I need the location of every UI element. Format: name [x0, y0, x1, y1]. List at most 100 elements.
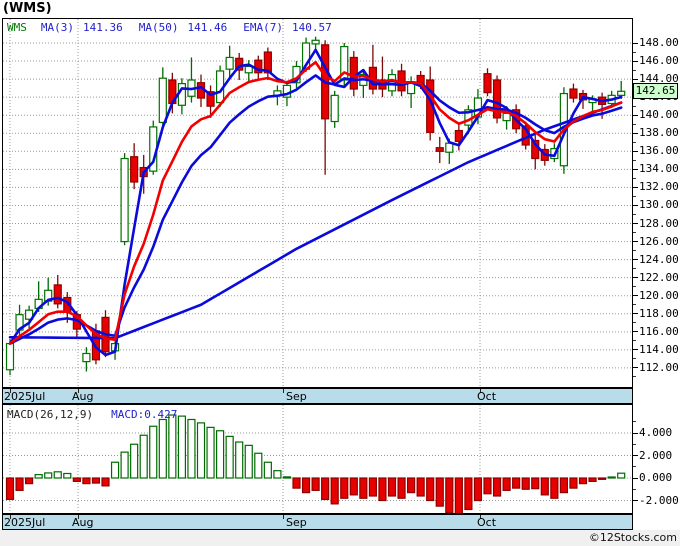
- macd-tick-label: -2.000: [639, 493, 679, 507]
- macd-bar: [149, 425, 158, 479]
- month-label: 2025Jul: [4, 390, 46, 403]
- macd-bar: [454, 477, 463, 513]
- macd-bar: [282, 476, 292, 479]
- macd-bar: [225, 435, 234, 479]
- macd-bar: [254, 452, 263, 479]
- macd-bar: [407, 477, 416, 494]
- candle-body: [311, 39, 320, 45]
- candle-body: [158, 77, 167, 124]
- macd-bar: [139, 434, 148, 479]
- price-tick-label: 144.00: [639, 72, 679, 86]
- macd-bar: [588, 477, 597, 482]
- candle-body: [445, 142, 454, 153]
- macd-bar: [15, 477, 24, 491]
- price-minor-tick: [633, 177, 636, 179]
- candle-body: [53, 284, 62, 305]
- price-minor-tick: [633, 250, 636, 252]
- price-minor-tick: [633, 232, 636, 234]
- chart-legend: WMS MA(3) 141.36 MA(50) 141.46 EMA(7) 140.57: [7, 21, 348, 34]
- candle-body: [502, 112, 511, 122]
- macd-bar: [63, 472, 72, 479]
- macd-tick: [633, 455, 638, 456]
- month-label: Aug: [72, 390, 94, 403]
- macd-bar: [578, 477, 588, 485]
- macd-bar: [206, 426, 215, 479]
- trend-line: [8, 74, 623, 345]
- month-tick: [283, 389, 284, 393]
- macd-bar: [34, 474, 43, 479]
- macd-bar: [321, 477, 330, 500]
- price-tick-label: 128.00: [639, 216, 679, 230]
- price-tick-label: 116.00: [639, 324, 679, 338]
- price-tick: [633, 259, 638, 261]
- macd-caption: MACD(26,12,9) MACD:0.427: [7, 408, 177, 421]
- macd-bar: [531, 477, 540, 490]
- macd-bar: [540, 477, 549, 496]
- macd-current-value: MACD:0.427: [111, 408, 178, 421]
- price-tick: [633, 349, 638, 351]
- macd-bar: [397, 477, 406, 499]
- price-minor-tick: [633, 358, 636, 360]
- macd-tick: [633, 477, 638, 479]
- candle-body: [263, 51, 272, 74]
- candle-body: [130, 156, 139, 183]
- price-tick: [633, 78, 638, 80]
- x-axis-strip-top: 2025Jul Aug Sep Oct: [2, 388, 633, 404]
- legend-ma50-value: 141.46: [187, 21, 228, 34]
- candle-body: [235, 57, 244, 71]
- macd-bar: [311, 477, 320, 491]
- candle-body: [349, 56, 358, 90]
- price-tick: [633, 60, 638, 62]
- macd-bar: [196, 422, 206, 479]
- price-tick-label: 140.00: [639, 108, 679, 122]
- price-tick-label: 118.00: [639, 306, 679, 320]
- macd-axis: 4.000 2.000 0.000 -2.000: [633, 404, 680, 514]
- macd-bar: [130, 443, 139, 479]
- macd-bar: [378, 477, 387, 502]
- legend-ma50-label: MA(50): [138, 21, 179, 34]
- price-tick-label: 130.00: [639, 198, 679, 212]
- price-tick-label: 124.00: [639, 252, 679, 266]
- price-tick-label: 122.00: [639, 270, 679, 284]
- macd-bar: [597, 477, 607, 480]
- macd-bar: [72, 477, 81, 482]
- legend-ema7-label: EMA(7): [243, 21, 283, 34]
- macd-bar: [502, 477, 511, 491]
- macd-bar: [216, 430, 225, 479]
- macd-chart-svg: [3, 405, 632, 513]
- price-tick-label: 148.00: [639, 36, 679, 49]
- last-price-badge: 142.65: [633, 83, 678, 100]
- macd-bar: [492, 477, 502, 497]
- price-tick-label: 146.00: [639, 54, 679, 68]
- candle-body: [330, 94, 339, 123]
- macd-bar: [235, 441, 244, 479]
- price-tick: [633, 114, 638, 116]
- price-tick: [633, 331, 638, 333]
- macd-bar: [512, 477, 521, 489]
- candle-body: [617, 90, 626, 96]
- candle-body: [569, 88, 578, 99]
- candle-body: [340, 46, 349, 81]
- price-chart-svg: [3, 19, 632, 387]
- price-tick-label: 114.00: [639, 342, 679, 356]
- candle-body: [454, 129, 463, 142]
- price-minor-tick: [633, 141, 636, 143]
- macd-bar: [263, 461, 272, 479]
- macd-bar: [426, 477, 435, 502]
- price-minor-tick: [633, 105, 636, 107]
- macd-minor-tick: [633, 443, 636, 445]
- month-label: Oct: [477, 516, 497, 529]
- macd-bar: [550, 477, 559, 499]
- macd-bar: [301, 477, 311, 494]
- macd-bar: [44, 472, 53, 479]
- month-tick: [10, 515, 11, 519]
- price-minor-tick: [633, 376, 636, 378]
- macd-bar: [607, 476, 616, 479]
- price-minor-tick: [633, 213, 636, 215]
- price-tick-label: 126.00: [639, 234, 679, 248]
- month-tick: [283, 515, 284, 519]
- page-title: (WMS): [3, 1, 52, 16]
- macd-bar: [5, 477, 15, 500]
- legend-ema7-value: 140.57: [292, 21, 332, 34]
